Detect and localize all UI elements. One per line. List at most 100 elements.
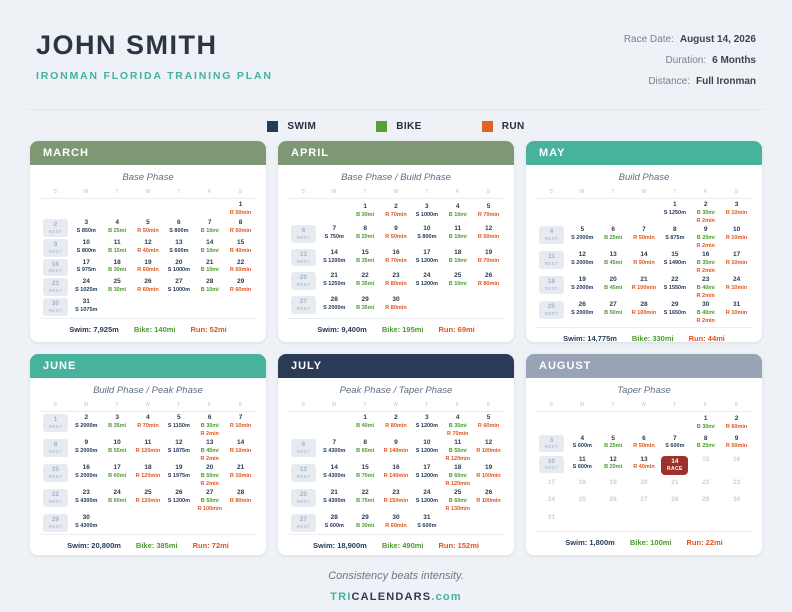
day-number: 11 xyxy=(113,238,121,246)
day-number: 4 xyxy=(549,228,554,236)
swim-swatch-icon xyxy=(267,121,279,132)
day-number: 30 xyxy=(392,514,400,522)
day-number: 30 xyxy=(82,514,90,522)
day-number: 20 xyxy=(206,464,214,472)
day-number: 17 xyxy=(423,248,431,256)
day-cell: 15 B 70mi xyxy=(350,463,381,480)
activity-run: R 80min xyxy=(229,498,252,505)
day-cell: 12 R 40min xyxy=(133,238,164,255)
rest-day: 29 REST xyxy=(43,514,68,532)
day-cell: 10 S 800m xyxy=(71,238,102,255)
activity-run: R 50min xyxy=(633,443,655,450)
activity-run: R 60min xyxy=(229,267,252,274)
activity-swim: S 4300m xyxy=(75,523,98,530)
rest-day: 10 REST xyxy=(539,455,564,474)
rest-day: 3 REST xyxy=(539,434,564,453)
day-number: 25 xyxy=(454,272,462,280)
rest-day: 27 REST xyxy=(291,295,316,314)
day-number: 9 xyxy=(394,225,398,233)
day-cell: 6 REST xyxy=(288,224,319,243)
weekday-letter: S xyxy=(53,402,58,408)
day-number: 12 xyxy=(175,439,183,447)
day-number: 27 xyxy=(206,489,214,497)
duration-row: Duration: 6 Months xyxy=(624,55,756,66)
weekday-letter: T xyxy=(425,189,429,195)
day-number: 11 xyxy=(144,439,152,447)
day-cell: 22 xyxy=(690,478,721,493)
day-number: 2 xyxy=(84,414,89,421)
activity-swim: S 800m xyxy=(76,247,96,254)
day-number: 9 xyxy=(84,439,89,447)
day-cell: 27 B 50mi xyxy=(598,300,629,317)
day-cell: 12 S 2000m xyxy=(567,250,598,267)
day-number: 11 xyxy=(578,455,586,463)
day-number: 15 xyxy=(702,455,710,463)
activity-bike: B 10mi xyxy=(200,247,219,254)
month-title: AUGUST xyxy=(526,354,762,378)
day-cell: 25 REST xyxy=(536,300,567,319)
day-cell: 14 R 90min xyxy=(629,250,660,267)
day-number: 8 xyxy=(703,434,708,442)
activity-bike: B 35mi xyxy=(356,281,375,288)
day-number: 23 xyxy=(392,272,400,280)
day-cell: 18 B 10mi xyxy=(442,248,473,265)
day-number: 18 xyxy=(454,248,462,256)
day-number: 21 xyxy=(330,489,338,497)
activity-swim: S 1000m xyxy=(167,267,191,274)
rest-label: REST xyxy=(296,258,311,264)
day-number: 11 xyxy=(454,225,462,233)
activity-run: R 60min xyxy=(385,523,407,530)
day-cell: 29 B 35mi xyxy=(350,295,381,312)
day-number: 11 xyxy=(547,253,555,261)
empty-cell xyxy=(319,413,350,428)
phase-label: Peak Phase / Taper Phase xyxy=(339,385,453,396)
activity-bike: B 60mi xyxy=(108,472,127,479)
day-number: 22 xyxy=(361,272,369,280)
activity-bike: B 30mi xyxy=(356,212,375,219)
empty-cell xyxy=(288,202,319,217)
activity-run: R 60min xyxy=(137,287,159,294)
day-number: 15 xyxy=(671,251,679,259)
race-date-row: Race Date: August 14, 2026 xyxy=(624,34,756,45)
day-cell: 10 R 10min xyxy=(721,225,752,242)
day-number: 13 xyxy=(175,238,183,246)
empty-cell xyxy=(163,297,194,312)
day-cell: 18 B 30mi xyxy=(102,258,133,275)
day-number: 26 xyxy=(175,489,183,497)
weekday-letter: T xyxy=(363,402,367,408)
day-number: 17 xyxy=(732,251,741,259)
day-number: 31 xyxy=(732,301,741,309)
week-row: 13 REST 14 S 4300m 15 B 70mi 16 R 140min 17 S 120… xyxy=(288,463,504,488)
day-cell: 13 B 45mi R 2min xyxy=(194,438,225,463)
activity-run: R 60min xyxy=(137,267,159,274)
day-number: 18 xyxy=(578,478,586,486)
rest-label: REST xyxy=(48,473,63,479)
weekday-letter: W xyxy=(393,189,399,195)
weekday-letter: S xyxy=(734,189,739,195)
day-cell: 19 R 60min xyxy=(133,258,164,275)
day-number: 7 xyxy=(642,226,646,234)
day-number: 14 xyxy=(330,464,338,472)
activity-run: R 80min xyxy=(477,281,500,288)
day-cell: 24 xyxy=(536,495,567,510)
summary-bike: Bike: 330mi xyxy=(631,334,674,342)
day-cell: 8 REST xyxy=(40,438,71,457)
weekday-letter: T xyxy=(611,189,615,195)
rest-day: 13 REST xyxy=(291,248,316,267)
week-row: 4 REST 5 S 2000m 6 B 25mi 7 R 50min 8 S 875m 9 B 20… xyxy=(536,225,752,250)
brand-logo[interactable]: TRICALENDARS.com xyxy=(0,591,792,603)
legend-item-swim: SWIM xyxy=(267,121,316,132)
empty-cell xyxy=(194,297,225,312)
day-cell: 18 xyxy=(567,478,598,493)
activity-swim: S 4300m xyxy=(323,472,346,479)
empty-cell xyxy=(40,200,71,215)
rest-label: REST xyxy=(296,499,311,505)
empty-cell xyxy=(567,200,598,215)
empty-cell xyxy=(598,513,629,528)
